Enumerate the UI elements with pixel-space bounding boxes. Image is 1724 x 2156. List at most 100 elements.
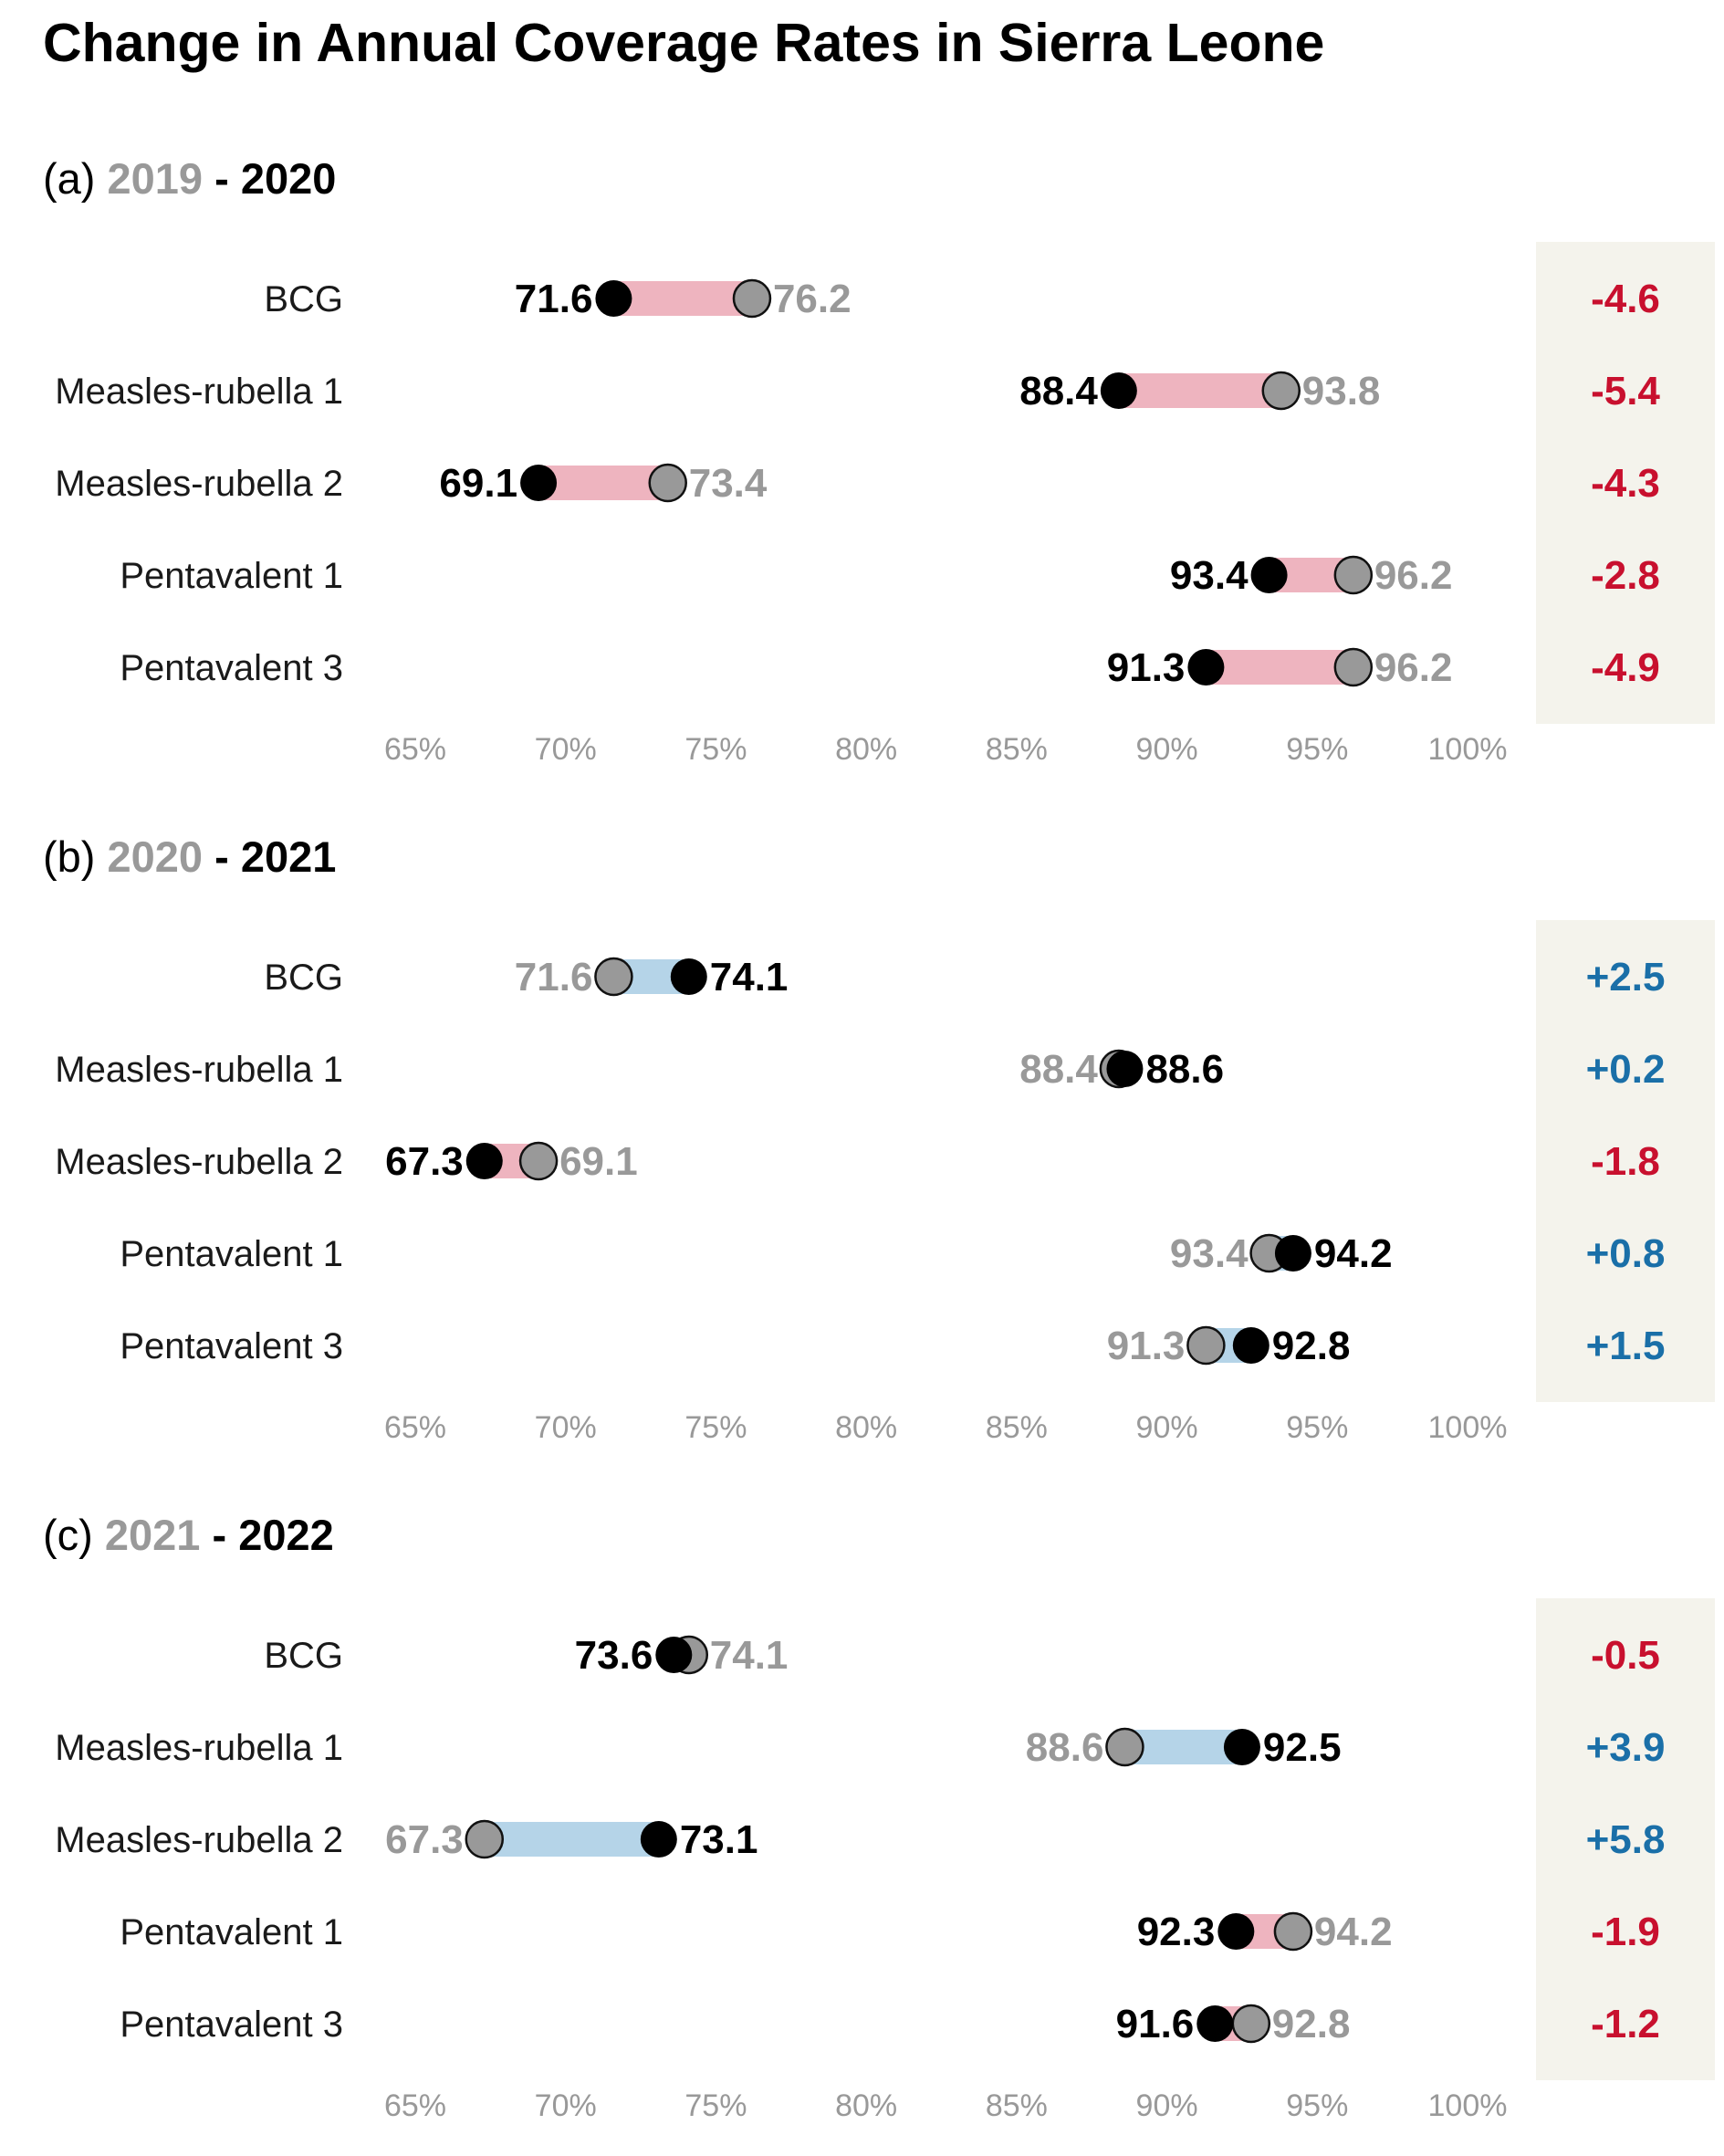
previous-value-label: 96.2: [1374, 553, 1453, 598]
change-bar: [1118, 373, 1281, 408]
difference-value: +3.9: [1586, 1725, 1666, 1770]
current-value-label: 74.1: [710, 955, 789, 1000]
row-label: Measles-rubella 2: [55, 464, 343, 504]
difference-value: +5.8: [1586, 1817, 1666, 1862]
difference-value: -4.3: [1591, 461, 1660, 506]
panel-title: (c) 2021 - 2022: [43, 1511, 334, 1559]
current-value-label: 88.4: [1019, 369, 1098, 413]
previous-value-label: 93.4: [1170, 1231, 1249, 1276]
x-tick-label: 85%: [986, 2088, 1048, 2123]
previous-year-point: [594, 957, 633, 997]
previous-year-point: [648, 463, 687, 503]
previous-year-point: [1186, 1325, 1226, 1366]
panel-from-year: 2020: [108, 832, 204, 881]
current-year-point: [640, 1821, 677, 1858]
previous-value-label: 93.8: [1302, 369, 1381, 413]
previous-value-label: 94.2: [1314, 1910, 1393, 1954]
x-tick-label: 80%: [835, 732, 897, 767]
x-tick-label: 95%: [1286, 1410, 1348, 1445]
current-year-point: [1232, 1327, 1269, 1364]
difference-value: +2.5: [1586, 955, 1666, 1000]
panel-title: (a) 2019 - 2020: [43, 154, 336, 203]
row-label: Pentavalent 1: [120, 556, 343, 596]
current-value-label: 73.1: [680, 1817, 758, 1862]
row-label: Measles-rubella 1: [55, 372, 343, 412]
difference-panel: [1536, 920, 1715, 1402]
current-value-label: 71.6: [515, 277, 593, 321]
panel-separator: -: [200, 1511, 238, 1559]
current-year-point: [1250, 557, 1288, 593]
x-tick-label: 95%: [1286, 2088, 1348, 2123]
panel-to-year: 2020: [241, 154, 337, 203]
panel-from-year: 2019: [108, 154, 204, 203]
previous-value-label: 91.3: [1107, 1324, 1186, 1368]
panel-from-year: 2021: [105, 1511, 201, 1559]
row-label: Pentavalent 3: [120, 648, 343, 688]
change-bar: [613, 281, 752, 316]
current-year-point: [1187, 649, 1225, 686]
current-year-point: [1274, 1235, 1311, 1272]
x-tick-label: 90%: [1136, 2088, 1198, 2123]
current-year-point: [595, 280, 632, 317]
difference-value: -2.8: [1591, 553, 1660, 598]
change-bar: [1206, 650, 1353, 685]
x-tick-label: 75%: [684, 1410, 747, 1445]
row-label: BCG: [264, 1636, 343, 1676]
panel-label: (a): [43, 154, 108, 203]
current-year-point: [1217, 1913, 1255, 1950]
row-label: BCG: [264, 958, 343, 998]
row-label: Measles-rubella 1: [55, 1050, 343, 1090]
previous-value-label: 74.1: [710, 1633, 789, 1678]
current-value-label: 92.8: [1272, 1324, 1351, 1368]
row-label: Pentavalent 3: [120, 2004, 343, 2045]
previous-year-point: [1333, 555, 1374, 595]
x-tick-label: 100%: [1428, 732, 1508, 767]
panel-c: (c) 2021 - 2022 65% 70% 75% 80% 85% 90% 95% 100%…: [43, 1511, 1715, 2123]
difference-panel: [1536, 1598, 1715, 2080]
difference-value: -1.2: [1591, 2002, 1660, 2046]
difference-value: -1.9: [1591, 1910, 1660, 1954]
previous-value-label: 96.2: [1374, 645, 1453, 690]
previous-year-point: [465, 1819, 505, 1859]
current-value-label: 91.3: [1107, 645, 1186, 690]
row-label: BCG: [264, 279, 343, 319]
previous-year-point: [732, 278, 772, 319]
previous-value-label: 76.2: [773, 277, 852, 321]
x-tick-label: 100%: [1428, 1410, 1508, 1445]
difference-panel: [1536, 242, 1715, 724]
panel-a: (a) 2019 - 2020 65% 70% 75% 80% 85% 90% 95% 100%…: [43, 154, 1715, 767]
panel-separator: -: [203, 154, 241, 203]
x-tick-label: 85%: [986, 1410, 1048, 1445]
panels-container: (a) 2019 - 2020 65% 70% 75% 80% 85% 90% 95% 100%…: [43, 154, 1715, 2123]
previous-value-label: 88.6: [1026, 1725, 1104, 1770]
current-value-label: 93.4: [1170, 553, 1249, 598]
change-bar: [484, 1822, 659, 1857]
row-label: Pentavalent 1: [120, 1912, 343, 1952]
x-tick-label: 100%: [1428, 2088, 1508, 2123]
x-tick-label: 95%: [1286, 732, 1348, 767]
difference-value: +1.5: [1586, 1324, 1666, 1368]
previous-value-label: 67.3: [385, 1817, 464, 1862]
x-tick-label: 90%: [1136, 732, 1198, 767]
current-year-point: [465, 1143, 503, 1179]
previous-year-point: [1273, 1911, 1313, 1952]
difference-value: -4.9: [1591, 645, 1660, 690]
row-label: Pentavalent 1: [120, 1234, 343, 1274]
current-year-point: [655, 1637, 693, 1673]
difference-value: -0.5: [1591, 1633, 1660, 1678]
current-year-point: [1106, 1051, 1144, 1087]
panel-label: (b): [43, 832, 108, 881]
current-value-label: 92.5: [1263, 1725, 1342, 1770]
current-value-label: 73.6: [575, 1633, 653, 1678]
current-value-label: 91.6: [1116, 2002, 1195, 2046]
x-tick-label: 85%: [986, 732, 1048, 767]
previous-year-point: [1333, 647, 1374, 687]
x-tick-label: 75%: [684, 732, 747, 767]
x-tick-label: 65%: [384, 1410, 446, 1445]
x-tick-label: 75%: [684, 2088, 747, 2123]
row-label: Measles-rubella 2: [55, 1142, 343, 1182]
previous-value-label: 92.8: [1272, 2002, 1351, 2046]
panel-label: (c): [43, 1511, 105, 1559]
current-value-label: 94.2: [1314, 1231, 1393, 1276]
